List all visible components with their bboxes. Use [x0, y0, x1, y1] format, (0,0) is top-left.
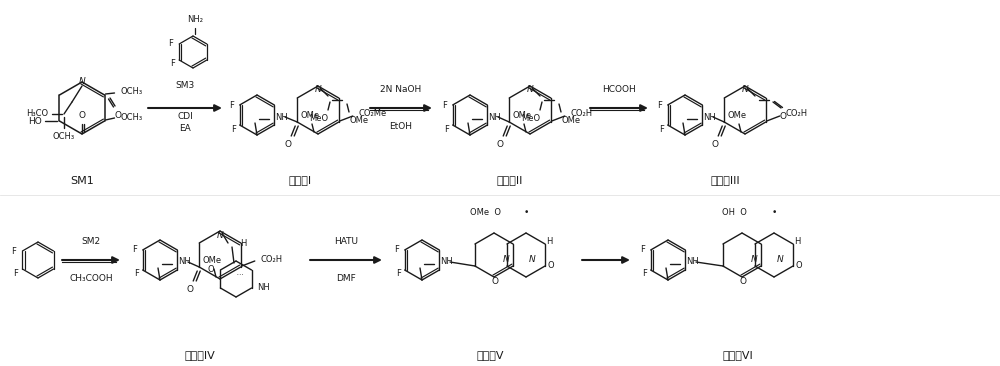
- Text: F: F: [14, 269, 18, 277]
- Text: F: F: [396, 269, 401, 279]
- Text: 化合牥V: 化合牥V: [476, 350, 504, 360]
- Text: OCH₃: OCH₃: [121, 112, 143, 122]
- Text: H: H: [240, 239, 246, 247]
- Text: NH: NH: [686, 258, 699, 266]
- Text: 化合物II: 化合物II: [497, 175, 523, 185]
- Text: F: F: [231, 124, 236, 134]
- Text: HCOOH: HCOOH: [602, 85, 636, 94]
- Text: NH: NH: [275, 112, 288, 122]
- Text: F: F: [229, 101, 234, 109]
- Text: OMe  O: OMe O: [471, 208, 502, 217]
- Text: CO₂H: CO₂H: [571, 109, 593, 119]
- Text: F: F: [170, 60, 175, 68]
- Text: 化合物I: 化合物I: [288, 175, 312, 185]
- Text: 化合物VI: 化合物VI: [723, 350, 753, 360]
- Text: O: O: [208, 265, 214, 274]
- Text: CO₂H: CO₂H: [261, 254, 283, 264]
- Text: O: O: [492, 277, 499, 286]
- Text: O: O: [496, 140, 503, 149]
- Text: 化合物IV: 化合物IV: [185, 350, 215, 360]
- Text: CDI: CDI: [177, 112, 193, 121]
- Text: HATU: HATU: [334, 237, 358, 246]
- Text: •: •: [523, 208, 529, 217]
- Text: O: O: [548, 261, 555, 269]
- Text: F: F: [134, 269, 139, 279]
- Text: O: O: [780, 112, 786, 121]
- Text: OMe: OMe: [727, 111, 747, 120]
- Text: N: N: [742, 86, 748, 94]
- Text: OCH₃: OCH₃: [53, 132, 75, 141]
- Text: O: O: [78, 111, 86, 120]
- Text: N: N: [527, 86, 533, 94]
- Text: CO₂Me: CO₂Me: [359, 109, 387, 119]
- Text: •: •: [771, 208, 777, 217]
- Text: HO: HO: [28, 116, 41, 126]
- Text: F: F: [640, 246, 645, 254]
- Text: EtOH: EtOH: [390, 122, 413, 131]
- Text: NH: NH: [178, 258, 191, 266]
- Text: CO₂H: CO₂H: [786, 109, 808, 119]
- Text: 化合物III: 化合物III: [710, 175, 740, 185]
- Text: DMF: DMF: [336, 274, 356, 283]
- Text: OMe: OMe: [562, 116, 581, 125]
- Text: O: O: [115, 111, 122, 120]
- Text: NH₂: NH₂: [187, 15, 203, 24]
- Text: NH: NH: [488, 112, 501, 122]
- Text: F: F: [442, 101, 447, 109]
- Text: 2N NaOH: 2N NaOH: [380, 85, 422, 94]
- Text: O: O: [796, 261, 803, 269]
- Text: F: F: [132, 246, 137, 254]
- Text: F: F: [394, 246, 399, 254]
- Text: F: F: [12, 246, 16, 255]
- Text: N: N: [529, 254, 535, 264]
- Text: MeO: MeO: [309, 114, 328, 123]
- Text: H₃CO: H₃CO: [26, 109, 48, 119]
- Text: OMe: OMe: [350, 116, 369, 125]
- Text: N: N: [217, 231, 223, 239]
- Text: F: F: [444, 124, 449, 134]
- Text: O: O: [740, 277, 747, 286]
- Text: N: N: [79, 78, 85, 86]
- Text: CH₃COOH: CH₃COOH: [69, 274, 113, 283]
- Text: N: N: [751, 254, 757, 264]
- Text: O: O: [186, 285, 193, 294]
- Text: O: O: [284, 140, 291, 149]
- Text: OMe: OMe: [300, 111, 320, 120]
- Text: F: F: [657, 101, 662, 109]
- Text: O: O: [711, 140, 718, 149]
- Text: OMe: OMe: [512, 111, 532, 120]
- Text: SM3: SM3: [175, 81, 195, 90]
- Text: EA: EA: [179, 124, 191, 133]
- Text: N: N: [315, 86, 321, 94]
- Text: MeO: MeO: [521, 114, 540, 123]
- Text: F: F: [168, 40, 173, 49]
- Text: SM1: SM1: [70, 176, 94, 186]
- Text: ···: ···: [229, 271, 243, 280]
- Text: OMe: OMe: [202, 256, 222, 265]
- Text: SM2: SM2: [81, 237, 101, 246]
- Text: N: N: [777, 254, 783, 264]
- Text: OH  O: OH O: [722, 208, 746, 217]
- Text: H: H: [794, 236, 800, 246]
- Text: OCH₃: OCH₃: [121, 86, 143, 96]
- Text: F: F: [642, 269, 647, 279]
- Text: NH: NH: [703, 112, 716, 122]
- Text: NH: NH: [440, 258, 453, 266]
- Text: F: F: [659, 124, 664, 134]
- Text: NH: NH: [258, 284, 270, 292]
- Text: N: N: [503, 254, 509, 264]
- Text: H: H: [546, 236, 552, 246]
